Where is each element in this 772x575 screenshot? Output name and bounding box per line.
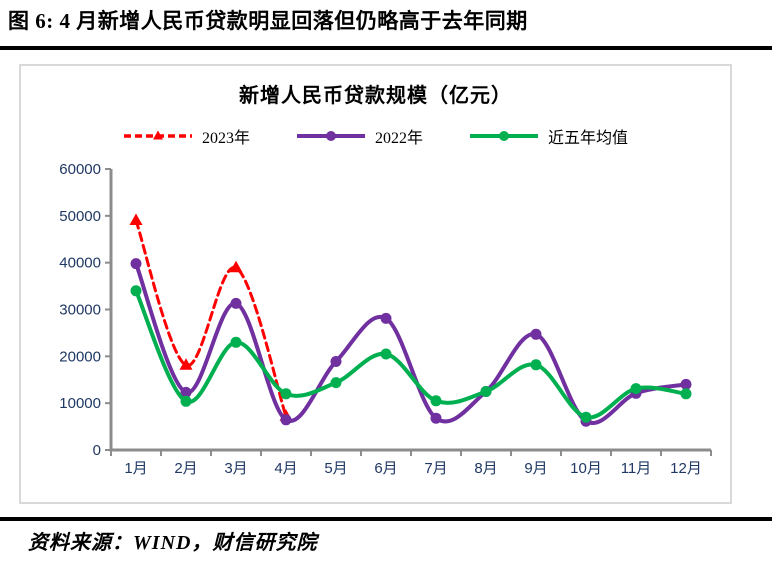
y-axis-label: 60000	[59, 161, 101, 178]
x-axis-label: 7月	[424, 460, 447, 477]
chart-title: 新增人民币贷款规模（亿元）	[239, 85, 512, 107]
y-axis-label: 20000	[59, 348, 101, 365]
marker-circle-近五年均值	[580, 411, 592, 423]
x-axis-label: 2月	[174, 460, 197, 477]
series-line-2023年	[134, 219, 288, 418]
legend-swatch-2023年	[123, 130, 192, 140]
marker-circle-2022年	[280, 414, 292, 426]
x-axis-label: 6月	[374, 460, 397, 477]
x-axis-label: 10月	[570, 460, 602, 477]
legend-item-2023年: 2023年	[123, 124, 250, 148]
marker-circle-近五年均值	[480, 386, 492, 397]
legend-item-2022年: 2022年	[296, 124, 423, 148]
chart-legend: 2023年 2022年 近五年均值	[21, 124, 730, 148]
chart-panel: 0 10000 20000 30000 40000 50000 60000 1月 2月 3月 4月 5…	[19, 64, 732, 504]
x-axis-label: 1月	[124, 460, 147, 477]
legend-swatch-近五年均值	[470, 131, 538, 141]
legend-circle-marker	[325, 131, 336, 141]
marker-circle-近五年均值	[530, 359, 542, 371]
legend-circle-marker	[499, 131, 509, 141]
line-chart: 0 10000 20000 30000 40000 50000 60000 1月 2月 3月 4月 5…	[59, 161, 712, 477]
series-line-近五年均值	[134, 288, 688, 420]
y-axis-label: 50000	[59, 208, 101, 225]
y-axis-label: 10000	[59, 395, 101, 412]
marker-circle-近五年均值	[680, 388, 692, 400]
marker-circle-近五年均值	[280, 388, 292, 400]
marker-circle-近五年均值	[430, 395, 442, 407]
figure-caption: 图 6: 4 月新增人民币贷款明显回落但仍略高于去年同期	[8, 9, 528, 33]
marker-circle-2022年	[230, 297, 242, 309]
y-axis-label: 40000	[59, 255, 101, 272]
x-axis-label: 3月	[224, 460, 247, 477]
x-axis-label: 8月	[474, 460, 497, 477]
marker-circle-近五年均值	[380, 348, 392, 360]
marker-triangle-2023年	[179, 358, 193, 370]
x-axis-label: 11月	[621, 460, 652, 477]
source-divider	[0, 517, 772, 521]
series-line-2022年	[134, 261, 688, 426]
x-axis-label: 4月	[274, 460, 297, 477]
source-note: 资料来源：WIND，财信研究院	[28, 532, 318, 554]
marker-circle-2022年	[130, 258, 142, 270]
x-axis-label: 12月	[670, 460, 702, 477]
marker-circle-2022年	[530, 328, 542, 340]
marker-circle-近五年均值	[230, 336, 242, 348]
legend-swatch-2022年	[296, 131, 365, 141]
legend-item-近五年均值: 近五年均值	[469, 124, 628, 148]
marker-circle-近五年均值	[180, 395, 192, 407]
marker-circle-2022年	[330, 356, 342, 367]
legend-triangle-marker	[152, 130, 163, 140]
marker-circle-近五年均值	[330, 377, 342, 389]
y-axis-label: 30000	[59, 302, 101, 319]
x-axis-label: 9月	[524, 460, 547, 477]
legend-label: 2022年	[374, 130, 423, 147]
marker-circle-2022年	[680, 378, 692, 390]
legend-label: 近五年均值	[548, 130, 629, 147]
marker-circle-近五年均值	[130, 285, 142, 297]
marker-circle-2022年	[180, 386, 192, 398]
y-axis-label: 0	[93, 442, 101, 459]
marker-triangle-2023年	[229, 260, 243, 273]
marker-triangle-2023年	[129, 213, 143, 225]
marker-circle-2022年	[430, 412, 442, 424]
header-divider	[0, 46, 772, 50]
marker-circle-2022年	[380, 312, 392, 324]
marker-circle-近五年均值	[630, 383, 642, 395]
legend-label: 2023年	[201, 130, 250, 147]
x-axis-label: 5月	[324, 460, 347, 477]
